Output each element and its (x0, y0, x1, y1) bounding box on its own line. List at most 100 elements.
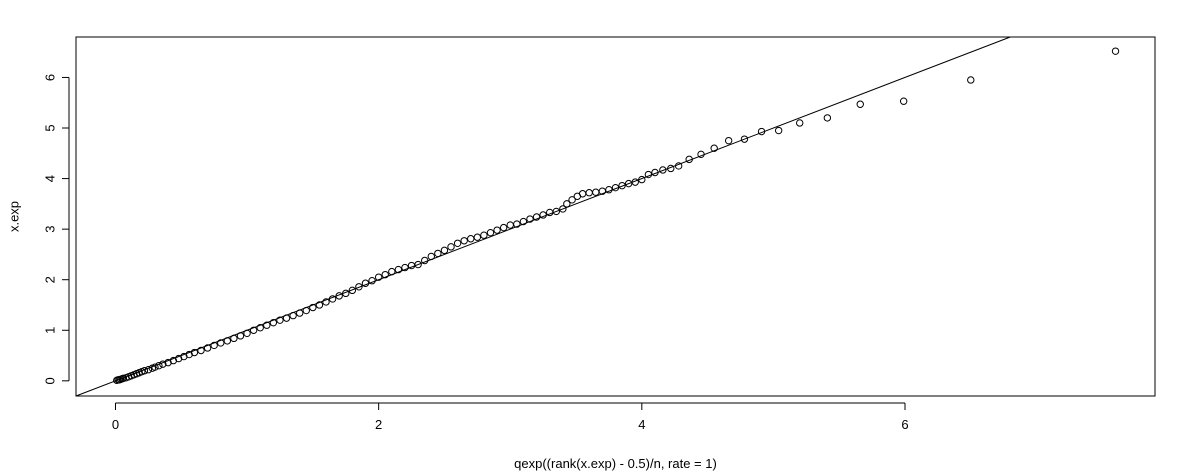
data-point (578, 190, 587, 198)
data-point (667, 164, 675, 173)
data-point (368, 277, 376, 285)
data-point (644, 170, 653, 179)
data-point (592, 188, 600, 196)
data-point (249, 326, 258, 334)
data-point (563, 200, 571, 208)
data-point (651, 168, 659, 177)
data-point (394, 265, 403, 274)
data-point (140, 367, 149, 375)
x-axis: 0 2 4 6 (112, 402, 909, 432)
data-point (598, 187, 607, 195)
x-axis-title: qexp((rank(x.exp) - 0.5)/n, rate = 1) (514, 456, 717, 471)
data-point (519, 217, 528, 226)
y-axis-title: x.exp (7, 201, 22, 232)
data-point (774, 126, 783, 135)
data-point (440, 246, 449, 255)
data-point (210, 341, 218, 350)
data-point (493, 226, 501, 234)
data-point (740, 135, 749, 143)
data-point (269, 318, 278, 327)
data-point (697, 150, 705, 159)
data-point (282, 314, 291, 322)
data-point (638, 175, 646, 184)
data-point (447, 243, 455, 251)
data-point (659, 166, 667, 174)
data-point (355, 283, 363, 291)
y-tick-label: 2 (43, 276, 58, 283)
data-point (335, 292, 343, 300)
data-point (289, 311, 297, 320)
data-point (486, 228, 495, 237)
x-tick-label: 0 (112, 417, 119, 432)
data-points-layer (113, 47, 1120, 385)
y-tick-label: 5 (43, 124, 58, 131)
data-point (559, 205, 567, 213)
data-point (388, 267, 396, 276)
data-point (197, 346, 205, 355)
data-point (236, 332, 245, 340)
data-point (342, 289, 350, 298)
data-point (230, 334, 238, 343)
data-point (467, 235, 475, 243)
data-point (757, 127, 766, 136)
data-point (401, 263, 409, 272)
data-point (302, 306, 310, 315)
data-point (499, 223, 508, 232)
data-point (328, 295, 337, 303)
data-point (506, 221, 514, 229)
data-point (155, 361, 163, 370)
data-point (568, 196, 576, 204)
data-point (414, 260, 422, 269)
data-point (427, 252, 435, 261)
data-point (624, 179, 633, 188)
data-point (421, 256, 429, 265)
y-tick-label: 6 (43, 74, 58, 81)
data-point (631, 178, 639, 186)
data-point (460, 237, 468, 245)
data-point (374, 273, 383, 281)
data-point (823, 114, 832, 122)
data-point (144, 366, 153, 374)
plot-frame (75, 36, 1156, 397)
y-axis: 0 1 2 3 4 5 6 (43, 74, 70, 384)
data-point (611, 183, 620, 192)
data-point (513, 220, 521, 228)
data-point (276, 316, 284, 324)
y-tick-label: 3 (43, 226, 58, 233)
data-point (381, 270, 389, 279)
y-tick-label: 0 (43, 377, 58, 384)
data-point (151, 363, 159, 371)
data-point (203, 344, 212, 352)
data-point (453, 239, 462, 247)
data-point (217, 339, 225, 347)
data-point (710, 144, 718, 152)
x-tick-label: 6 (901, 417, 908, 432)
data-point (967, 76, 975, 84)
data-point (309, 303, 317, 312)
x-tick-label: 4 (638, 417, 645, 432)
data-point (190, 348, 199, 357)
reference-line-layer (75, 36, 1011, 397)
data-point (315, 301, 324, 309)
data-point (243, 329, 251, 338)
data-point (605, 186, 613, 194)
data-point (295, 309, 304, 317)
data-point (256, 324, 264, 332)
data-point (159, 360, 167, 368)
data-point (585, 189, 593, 197)
data-point (223, 337, 232, 345)
y-tick-label: 1 (43, 327, 58, 334)
y-tick-label: 4 (43, 175, 58, 182)
data-point (361, 279, 370, 287)
data-point (724, 136, 733, 145)
data-point (322, 298, 330, 306)
data-point (119, 374, 128, 383)
data-point (796, 119, 804, 127)
data-point (532, 213, 541, 221)
data-point (539, 211, 547, 219)
data-point (407, 261, 416, 270)
x-tick-label: 2 (375, 417, 382, 432)
data-point (618, 181, 626, 190)
data-point (552, 207, 560, 216)
